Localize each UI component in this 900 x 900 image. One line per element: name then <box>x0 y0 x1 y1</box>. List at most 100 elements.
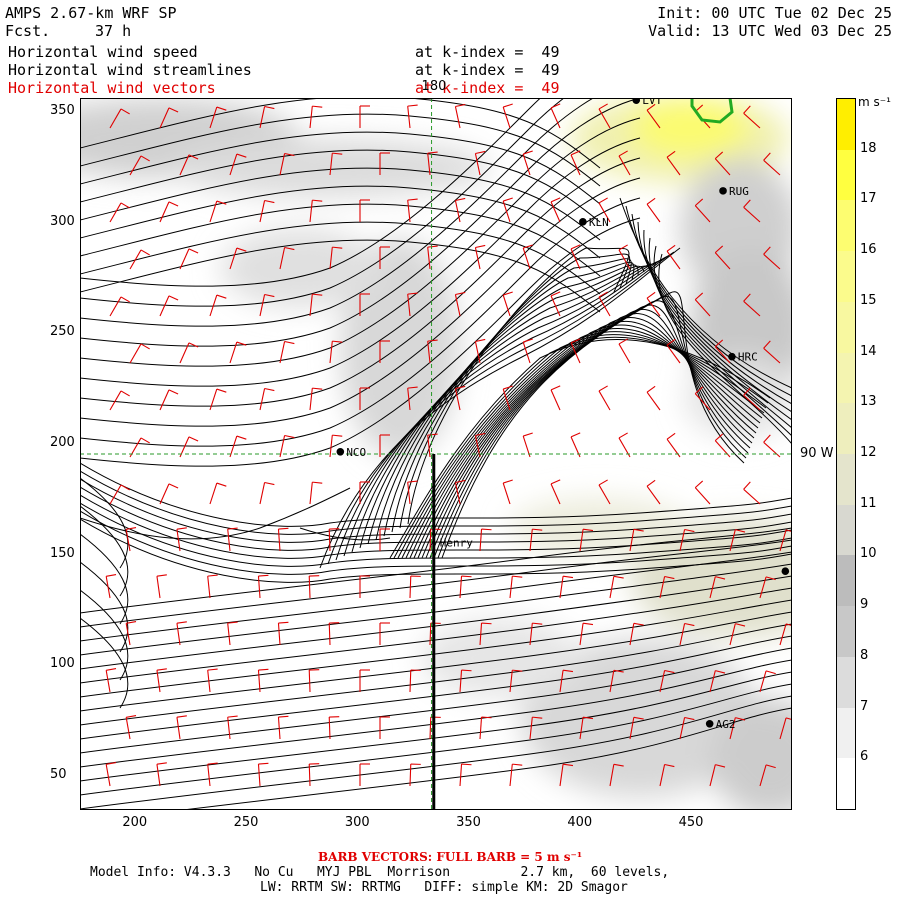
streamline <box>80 185 601 259</box>
streamline <box>178 707 792 810</box>
wind-barb <box>229 341 247 364</box>
wind-barb <box>379 434 390 457</box>
streamline <box>421 313 755 559</box>
wind-barb <box>328 716 340 740</box>
wind-barb <box>659 669 675 693</box>
wind-barb <box>279 340 295 364</box>
colorbar-swatch <box>837 454 855 505</box>
wind-barb <box>454 479 466 505</box>
streamline <box>80 203 601 277</box>
wind-map: LVT RUG KLN HRC NCO Henry AG2 <box>80 98 792 810</box>
wind-barb <box>359 199 370 222</box>
station-label: KLN <box>589 216 609 229</box>
streamline <box>80 137 641 387</box>
field-speed-level: at k-index = 49 <box>415 43 560 61</box>
wind-barb <box>779 717 792 740</box>
wind-barb <box>409 575 421 599</box>
wind-barb <box>427 433 438 458</box>
wind-barb <box>694 386 711 411</box>
model-title: AMPS 2.67-km WRF SP <box>5 4 177 22</box>
wind-barb <box>156 574 167 599</box>
wind-barb <box>779 623 792 646</box>
wind-barb <box>779 529 792 552</box>
streamline <box>80 98 641 347</box>
streamline <box>80 113 601 187</box>
colorbar-swatch <box>837 99 855 150</box>
wind-barb <box>763 152 781 176</box>
wind-barb <box>279 152 295 176</box>
wind-barb <box>257 574 269 599</box>
wind-barb <box>159 295 179 317</box>
wind-barb <box>409 669 421 693</box>
wind-barb <box>109 484 130 505</box>
streamline <box>619 197 792 389</box>
wind-barb <box>609 763 624 787</box>
wind-barb <box>729 529 746 552</box>
colorbar-level-label: 15 <box>860 292 877 308</box>
wind-barb <box>407 386 418 411</box>
wind-barb <box>328 528 340 552</box>
wind-barb <box>646 103 661 129</box>
wind-barb <box>659 763 675 787</box>
wind-barb <box>427 151 438 176</box>
wind-barb <box>379 716 390 739</box>
streamline <box>401 331 765 559</box>
wind-barb <box>229 153 247 176</box>
wind-barb <box>209 388 227 411</box>
wind-barb <box>176 715 187 740</box>
colorbar-swatch <box>837 606 855 657</box>
colorbar-level-label: 10 <box>860 546 877 562</box>
wind-barb <box>156 762 167 787</box>
wind-barb <box>409 763 421 787</box>
wind-barb <box>308 575 320 599</box>
wind-barb <box>666 244 681 270</box>
wind-barb <box>550 103 561 129</box>
wind-barb <box>459 763 472 787</box>
wind-barb <box>359 387 370 410</box>
wind-barb <box>229 247 247 270</box>
wind-barb <box>646 291 661 317</box>
wind-barb <box>529 528 543 552</box>
streamline <box>80 487 351 540</box>
wind-barb <box>570 432 581 458</box>
station-henry: Henry <box>440 536 473 549</box>
wind-barb <box>359 105 370 128</box>
wind-barb <box>502 103 513 129</box>
wind-barb <box>474 432 486 458</box>
streamline <box>653 245 792 437</box>
streamline <box>80 527 792 614</box>
station-markers: LVT RUG KLN HRC NCO Henry AG2 <box>336 98 790 731</box>
colorbar-swatch <box>837 758 855 809</box>
wind-barb <box>759 670 776 693</box>
wind-barb <box>609 669 624 693</box>
wind-barb <box>579 716 594 740</box>
wind-barb <box>207 762 218 787</box>
wind-barb <box>598 479 611 505</box>
wind-barb <box>474 150 486 176</box>
wind-barb <box>159 389 179 411</box>
wind-barb <box>743 199 761 223</box>
wind-barb <box>522 244 533 270</box>
streamline <box>80 563 792 656</box>
wind-barb <box>579 528 594 552</box>
wind-barb <box>743 387 761 411</box>
wind-barb <box>598 385 611 411</box>
colorbar-swatch <box>837 707 855 759</box>
station-lvt: LVT <box>632 98 662 107</box>
colorbar-swatch <box>837 656 855 708</box>
wind-barb <box>159 483 179 505</box>
forecast-hours: 37 h <box>95 22 132 40</box>
wind-barb <box>454 291 466 317</box>
streamline <box>80 587 792 684</box>
wind-barb <box>259 387 275 411</box>
streamline <box>425 308 753 559</box>
streamline <box>80 683 792 796</box>
wind-barb <box>309 105 323 129</box>
colorbar-level-label: 12 <box>860 445 877 460</box>
coastline <box>690 98 734 124</box>
x-tick-label: 200 <box>122 815 148 830</box>
station-label: NCO <box>346 446 366 459</box>
wind-barb <box>679 622 695 646</box>
wind-barb <box>759 764 776 787</box>
wind-barb <box>379 152 390 175</box>
